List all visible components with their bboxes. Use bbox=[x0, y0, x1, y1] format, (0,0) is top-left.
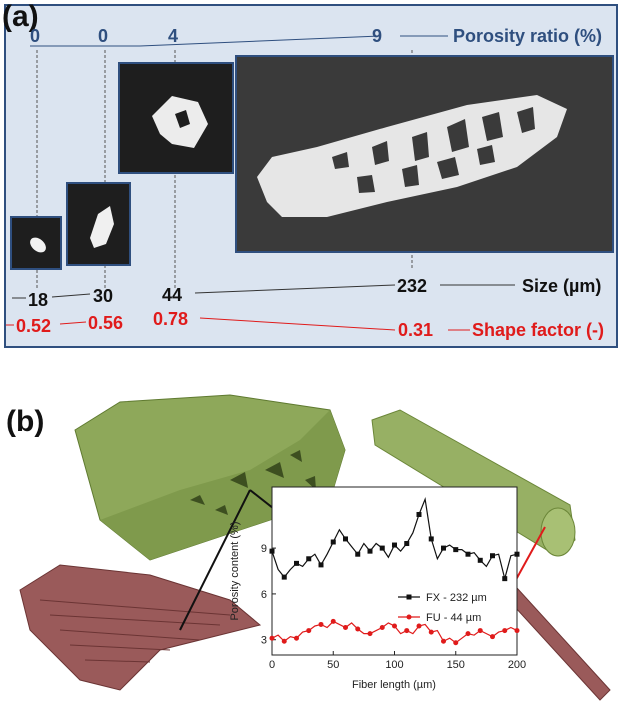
chart-x-axis-label: Fiber length (µm) bbox=[352, 679, 436, 691]
legend-marker-0 bbox=[406, 594, 412, 600]
porosity-value-4: 9 bbox=[372, 26, 383, 46]
shape-factor-value-4: 0.31 bbox=[398, 320, 434, 340]
size-title: Size (µm) bbox=[522, 276, 602, 296]
shape-factor-title: Shape factor (-) bbox=[472, 320, 605, 340]
series-0-point-14 bbox=[355, 551, 361, 557]
size-value-2: 30 bbox=[93, 286, 114, 306]
ct-image-18um bbox=[10, 216, 62, 270]
series-1-point-24 bbox=[416, 623, 422, 629]
series-1-point-2 bbox=[281, 638, 287, 644]
ct-image-44um bbox=[118, 62, 234, 174]
x-tick-label-1: 50 bbox=[327, 659, 339, 671]
y-tick-label-1: 6 bbox=[261, 589, 267, 601]
ct-image-232um bbox=[235, 55, 614, 253]
series-0-point-20 bbox=[392, 542, 397, 548]
series-0-point-8 bbox=[318, 562, 324, 568]
series-0-point-38 bbox=[502, 576, 508, 582]
series-1-point-16 bbox=[367, 631, 373, 637]
series-1-point-20 bbox=[392, 623, 397, 629]
porosity-value-3: 4 bbox=[168, 26, 179, 46]
series-1-point-8 bbox=[318, 621, 324, 627]
ct-image-30um bbox=[66, 182, 131, 266]
series-0-point-4 bbox=[294, 560, 299, 566]
series-0-point-2 bbox=[281, 574, 287, 580]
series-0-point-18 bbox=[379, 545, 385, 551]
series-1-point-18 bbox=[379, 625, 385, 631]
legend-label-0: FX - 232 µm bbox=[426, 592, 487, 604]
series-0-point-10 bbox=[330, 539, 336, 545]
series-1-point-34 bbox=[477, 628, 483, 634]
series-1-point-30 bbox=[453, 640, 459, 646]
series-0-point-26 bbox=[428, 536, 434, 542]
porosity-value-2: 0 bbox=[98, 26, 109, 46]
series-1-point-14 bbox=[355, 626, 361, 632]
panel-b-label: (b) bbox=[6, 405, 45, 438]
series-0-point-12 bbox=[343, 536, 348, 542]
x-tick-label-2: 100 bbox=[385, 659, 403, 671]
series-0-point-30 bbox=[453, 547, 459, 553]
series-1-point-4 bbox=[294, 635, 299, 641]
series-1-point-36 bbox=[490, 634, 495, 640]
series-0-point-24 bbox=[416, 511, 422, 517]
series-1-point-28 bbox=[441, 638, 446, 644]
series-1-point-0 bbox=[269, 635, 275, 641]
shape-factor-value-3: 0.78 bbox=[153, 309, 189, 329]
series-0-point-28 bbox=[441, 545, 446, 551]
series-1-point-26 bbox=[428, 629, 434, 635]
panel-a-label: (a) bbox=[2, 0, 39, 33]
series-0-point-34 bbox=[477, 557, 483, 563]
size-value-4: 232 bbox=[397, 276, 428, 296]
y-tick-label-2: 9 bbox=[261, 543, 267, 555]
legend-marker-1 bbox=[406, 614, 412, 620]
y-tick-label-0: 3 bbox=[261, 635, 267, 647]
x-tick-label-3: 150 bbox=[447, 659, 465, 671]
series-1-point-32 bbox=[465, 631, 471, 637]
series-1-point-40 bbox=[514, 628, 520, 634]
series-0-point-6 bbox=[306, 556, 312, 562]
series-0-point-16 bbox=[367, 548, 373, 554]
series-0-point-22 bbox=[404, 541, 410, 547]
series-1-point-12 bbox=[343, 625, 348, 631]
porosity-value-1: 0 bbox=[30, 26, 41, 46]
porosity-ratio-title: Porosity ratio (%) bbox=[453, 26, 603, 46]
series-1-point-10 bbox=[330, 618, 336, 624]
series-0-point-36 bbox=[490, 553, 495, 559]
series-0-point-32 bbox=[465, 551, 471, 557]
series-0-point-0 bbox=[269, 548, 275, 554]
chart-y-axis-label: Porosity content (%) bbox=[229, 521, 241, 620]
series-1-point-22 bbox=[404, 628, 410, 634]
x-tick-label-0: 0 bbox=[269, 659, 275, 671]
series-0-point-40 bbox=[514, 551, 520, 557]
series-1-point-6 bbox=[306, 628, 312, 634]
shape-factor-value-1: 0.52 bbox=[16, 316, 52, 336]
series-1-point-38 bbox=[502, 628, 508, 634]
legend-label-1: FU - 44 µm bbox=[426, 612, 481, 624]
size-value-1: 18 bbox=[28, 290, 49, 310]
size-value-3: 44 bbox=[162, 285, 183, 305]
x-tick-label-4: 200 bbox=[508, 659, 526, 671]
shape-factor-value-2: 0.56 bbox=[88, 313, 124, 333]
